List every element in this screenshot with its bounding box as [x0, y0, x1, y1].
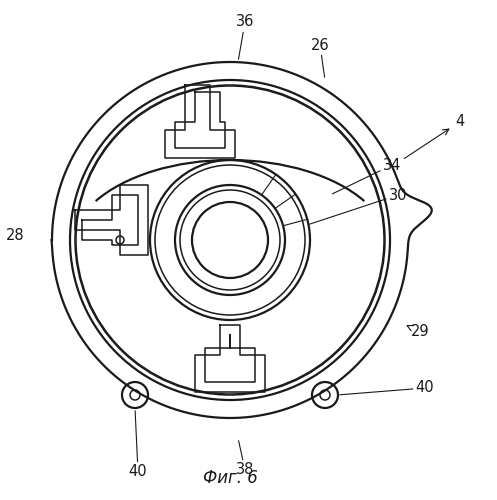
Text: 34: 34 — [332, 158, 401, 194]
Text: 38: 38 — [236, 440, 254, 478]
Text: Фиг. 6: Фиг. 6 — [203, 469, 257, 487]
Text: 40: 40 — [129, 411, 147, 480]
Text: 28: 28 — [5, 228, 24, 242]
Text: 40: 40 — [340, 380, 434, 396]
Text: 36: 36 — [236, 14, 254, 60]
Text: 4: 4 — [405, 114, 464, 158]
Text: 26: 26 — [311, 38, 330, 78]
Text: 29: 29 — [407, 324, 429, 340]
Text: 30: 30 — [310, 188, 407, 224]
